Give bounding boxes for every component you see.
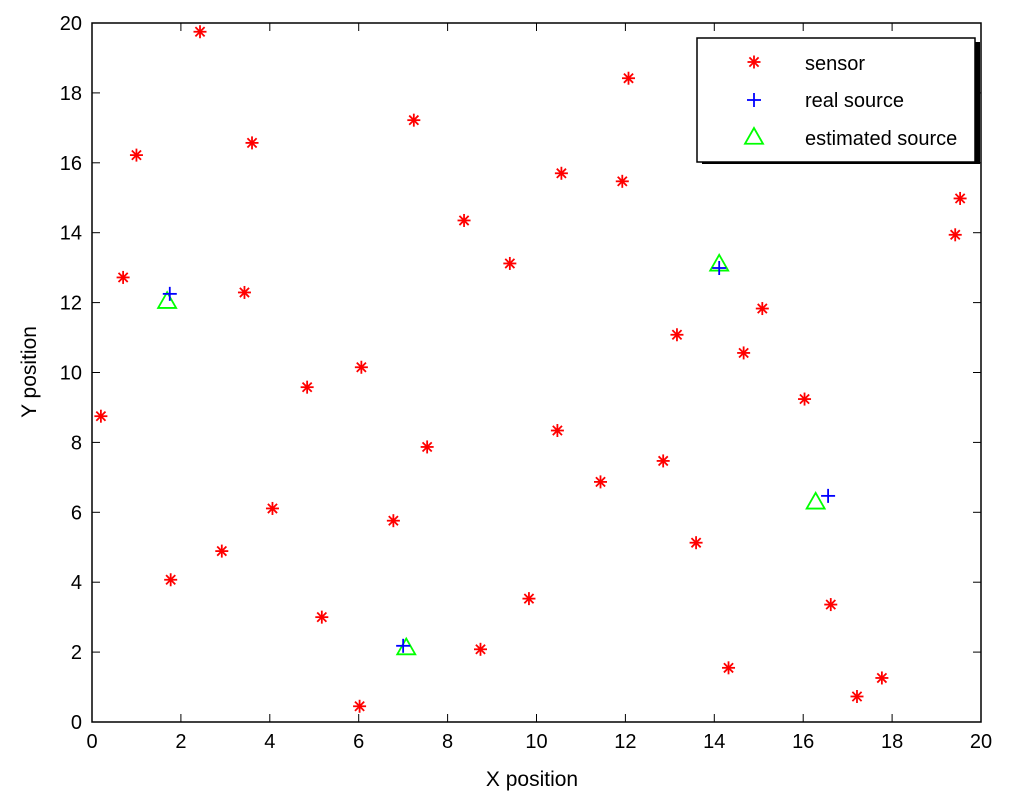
y-tick-label: 8 xyxy=(71,432,82,454)
x-tick-label: 20 xyxy=(970,731,992,753)
sensor-point xyxy=(300,380,314,394)
y-axis-label: Y position xyxy=(18,326,41,418)
x-tick-label: 16 xyxy=(792,731,814,753)
x-tick-label: 12 xyxy=(614,731,636,753)
legend-label-real-source: real source xyxy=(805,90,904,112)
sensor-point xyxy=(215,544,229,558)
x-tick-label: 0 xyxy=(86,731,97,753)
legend-label-sensor: sensor xyxy=(805,53,865,75)
sensor-point xyxy=(689,536,703,550)
x-tick-label: 8 xyxy=(442,731,453,753)
sensor-point xyxy=(353,699,367,713)
y-tick-label: 10 xyxy=(60,363,82,385)
sensor-point xyxy=(656,454,670,468)
sensor-point xyxy=(265,501,279,515)
sensor-point xyxy=(457,213,471,227)
sensor-point xyxy=(237,285,251,299)
sensor-point xyxy=(193,25,207,39)
sensor-point xyxy=(522,592,536,606)
x-tick-label: 6 xyxy=(353,731,364,753)
y-tick-label: 12 xyxy=(60,293,82,315)
sensor-point xyxy=(354,360,368,374)
y-tick-label: 14 xyxy=(60,223,82,245)
sensor-point xyxy=(164,573,178,587)
axis-ticks: 0 2 4 6 8 10 12 14 16 18 20 0 2 4 6 8 10 12 14 16 18 20 xyxy=(60,13,992,753)
sensor-point xyxy=(670,328,684,342)
sensor-point xyxy=(554,166,568,180)
sensor-point xyxy=(594,475,608,489)
real-source-point xyxy=(162,286,177,301)
x-axis-label: X position xyxy=(486,768,578,791)
sensor-point xyxy=(737,346,751,360)
sensor-point xyxy=(875,671,889,685)
legend-marker-estimated-source xyxy=(743,126,765,145)
y-tick-label: 6 xyxy=(71,502,82,524)
y-tick-label: 16 xyxy=(60,153,82,175)
sensor-point xyxy=(407,113,421,127)
sensor-point xyxy=(129,148,143,162)
real-source-point xyxy=(821,488,836,503)
y-tick-label: 18 xyxy=(60,83,82,105)
real-source-point xyxy=(712,260,727,275)
sensor-point xyxy=(503,256,517,270)
estimated-source-point xyxy=(805,491,827,510)
sensor-point xyxy=(948,228,962,242)
x-tick-label: 18 xyxy=(881,731,903,753)
sensor-point xyxy=(245,136,259,150)
sensor-point xyxy=(824,598,838,612)
x-tick-label: 2 xyxy=(175,731,186,753)
legend-label-estimated-source: estimated source xyxy=(805,128,957,150)
real-source-point xyxy=(396,638,411,653)
sensor-point xyxy=(315,610,329,624)
y-tick-label: 0 xyxy=(71,712,82,734)
sensor-point xyxy=(420,440,434,454)
legend-marker-real-source xyxy=(747,93,761,107)
y-tick-label: 20 xyxy=(60,13,82,35)
sensor-point xyxy=(116,270,130,284)
y-tick-label: 4 xyxy=(71,572,82,594)
estimated-source-point xyxy=(156,290,178,309)
x-tick-label: 10 xyxy=(525,731,547,753)
sensor-point xyxy=(615,174,629,188)
x-tick-label: 14 xyxy=(703,731,725,753)
sensor-point xyxy=(622,71,636,85)
x-tick-label: 4 xyxy=(264,731,275,753)
sensor-point xyxy=(798,392,812,406)
sensor-point xyxy=(386,514,400,528)
sensor-point xyxy=(94,409,108,423)
sensor-point xyxy=(473,642,487,656)
sensor-point xyxy=(850,689,864,703)
sensor-point xyxy=(722,661,736,675)
data-points xyxy=(94,25,967,713)
legend-box xyxy=(696,37,976,163)
legend: sensor real source estimated source xyxy=(696,37,980,164)
y-tick-label: 2 xyxy=(71,642,82,664)
legend-marker-sensor xyxy=(747,55,761,69)
sensor-point xyxy=(953,191,967,205)
sensor-point xyxy=(550,424,564,438)
sensor-point xyxy=(755,302,769,316)
